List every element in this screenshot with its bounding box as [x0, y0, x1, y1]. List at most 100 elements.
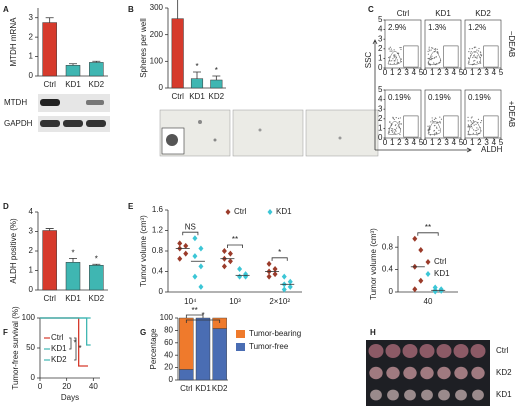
event-dot	[428, 125, 431, 127]
significance: **	[425, 223, 431, 232]
gate-percent: 1.2%	[468, 23, 486, 32]
y-tick-label: 100	[160, 313, 174, 322]
event-dot	[427, 50, 429, 52]
tumor	[470, 344, 486, 358]
y-tick-label: 0	[378, 63, 383, 72]
event-dot	[480, 121, 482, 124]
y-axis-label: MTDH mRNA	[9, 17, 18, 67]
x-tick-label: 1	[390, 68, 395, 77]
event-dot	[474, 51, 476, 53]
event-dot	[479, 54, 482, 56]
x-tick-label: 1	[470, 68, 475, 77]
tumor	[385, 344, 401, 358]
event-dot	[393, 60, 396, 62]
event-dot	[389, 46, 391, 48]
event-dot	[471, 116, 473, 118]
dot	[225, 209, 231, 215]
x-tick-label: 5	[499, 138, 504, 147]
row-title: +DEAB	[507, 101, 516, 127]
y-tick-label: 0	[389, 287, 394, 296]
y-tick-label: 2	[378, 44, 383, 53]
y-tick-label: 100	[150, 56, 164, 65]
panel-letter: G	[140, 328, 146, 337]
y-tick-label: 50	[26, 343, 35, 352]
event-dot	[434, 49, 437, 51]
x-tick-label: 1	[390, 138, 395, 147]
event-dot	[471, 48, 473, 50]
x-tick-label: Ctrl	[180, 384, 193, 393]
event-dot	[470, 121, 472, 123]
dot	[198, 263, 204, 270]
event-dot	[388, 56, 390, 59]
significance: *	[215, 66, 218, 75]
band	[86, 100, 104, 105]
gate	[443, 115, 459, 138]
y-tick-label: 0	[378, 133, 383, 142]
x-tick-label: KD1	[195, 384, 211, 393]
significance: *	[95, 254, 98, 263]
dot	[192, 253, 198, 260]
x-tick-label: KD1	[65, 294, 81, 303]
dot	[438, 287, 444, 294]
bar	[65, 262, 81, 291]
error-bar	[177, 0, 179, 19]
event-dot	[476, 49, 478, 51]
event-dot	[472, 56, 474, 59]
event-dot	[431, 55, 433, 57]
event-dot	[429, 134, 431, 136]
event-dot	[469, 52, 472, 54]
panel-letter: C	[368, 5, 374, 14]
sphere	[213, 138, 217, 142]
event-dot	[473, 121, 475, 123]
column-title: KD2	[475, 9, 491, 18]
tumor	[403, 366, 417, 380]
event-dot	[435, 55, 437, 58]
significance: *	[195, 62, 198, 71]
significance: *	[79, 344, 82, 353]
event-dot	[391, 60, 393, 62]
event-dot	[389, 60, 391, 62]
event-dot	[429, 50, 431, 52]
event-dot	[438, 121, 440, 124]
y-axis-label: Tumor volume (cm³)	[369, 228, 378, 300]
event-dot	[477, 118, 480, 120]
tumor	[402, 344, 418, 358]
x-tick-label: KD2	[212, 384, 228, 393]
x-tick-label: 2	[397, 68, 402, 77]
y-tick-label: 5	[378, 85, 383, 94]
event-dot	[475, 46, 477, 48]
event-dot	[476, 134, 478, 136]
dot	[183, 242, 189, 249]
dot	[287, 278, 293, 285]
bracket	[185, 314, 204, 318]
x-tick-label: 3	[404, 138, 409, 147]
y-tick-label: 0.8	[382, 242, 394, 251]
tumor	[471, 366, 485, 380]
y-tick-label: 3	[29, 227, 34, 236]
band	[40, 120, 60, 127]
bar	[89, 264, 104, 291]
event-dot	[434, 117, 436, 119]
event-dot	[393, 131, 396, 133]
legend-label: Ctrl	[434, 257, 447, 266]
x-tick-label: KD2	[89, 80, 105, 89]
survival-line	[40, 317, 91, 346]
event-dot	[438, 129, 440, 132]
y-tick-label: 1	[378, 54, 383, 63]
y-tick-label: 3	[378, 104, 383, 113]
dot	[425, 259, 431, 265]
event-dot	[467, 125, 470, 127]
event-dot	[480, 120, 483, 122]
band	[40, 99, 60, 106]
dot	[227, 258, 233, 265]
event-dot	[476, 61, 479, 63]
event-dot	[434, 48, 437, 50]
gate-percent: 1.3%	[428, 23, 446, 32]
dot	[221, 263, 227, 270]
event-dot	[477, 50, 480, 52]
x-tick-label: 4	[492, 68, 497, 77]
event-dot	[428, 48, 430, 50]
x-tick-label: 4	[452, 68, 457, 77]
y-tick-label: 4	[378, 95, 383, 104]
